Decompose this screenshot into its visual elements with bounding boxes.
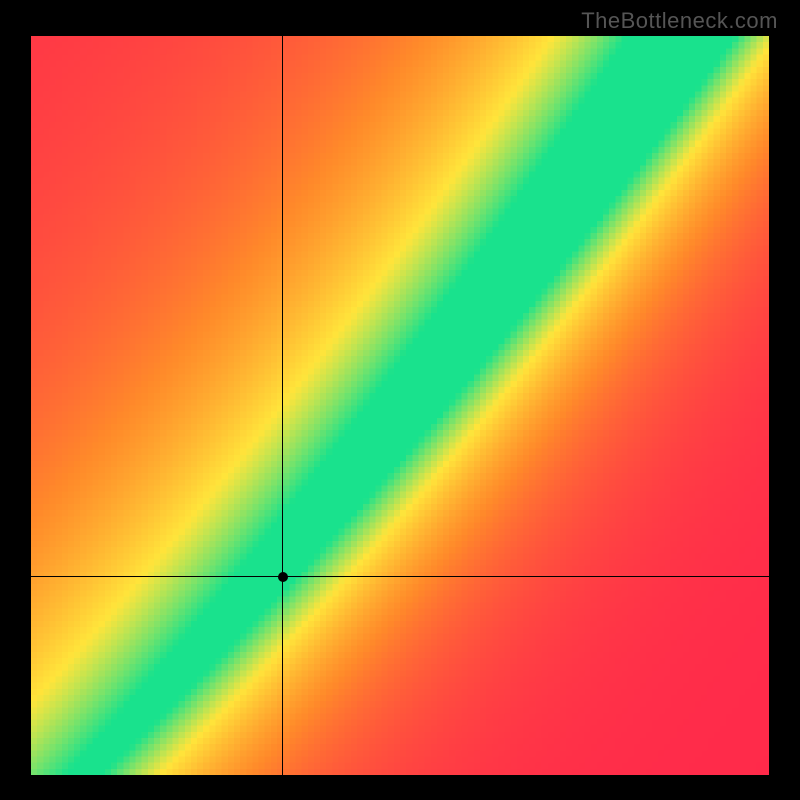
watermark-text: TheBottleneck.com <box>581 8 778 34</box>
crosshair-marker-dot <box>278 572 288 582</box>
chart-container: { "watermark": { "text": "TheBottleneck.… <box>0 0 800 800</box>
crosshair-vertical-line <box>282 36 283 775</box>
bottleneck-heatmap <box>31 36 769 775</box>
crosshair-horizontal-line <box>31 576 769 577</box>
